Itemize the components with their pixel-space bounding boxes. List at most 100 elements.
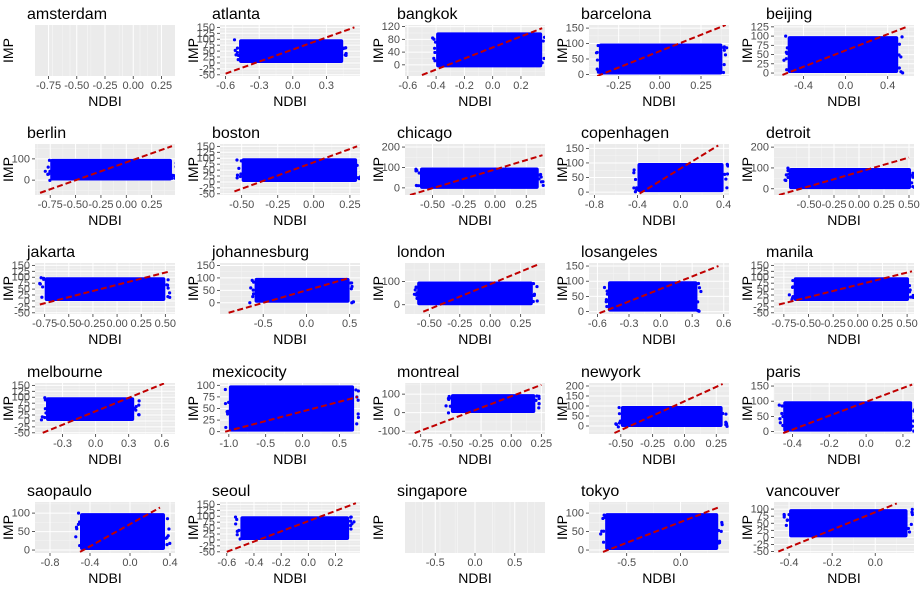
y-tick-label: 200 bbox=[566, 380, 584, 392]
facet-title: tokyo bbox=[581, 483, 619, 500]
data-point bbox=[784, 173, 789, 177]
data-point bbox=[251, 292, 255, 296]
trend-line bbox=[228, 277, 350, 315]
data-point bbox=[431, 37, 436, 41]
x-axis-label: NDBI bbox=[273, 570, 306, 586]
y-tick-label: 80 bbox=[387, 34, 399, 46]
y-tick-label: 125 bbox=[196, 147, 214, 159]
x-tick-label: -1.0 bbox=[219, 438, 238, 450]
trend-line bbox=[421, 27, 543, 76]
y-tick-label: 25 bbox=[203, 171, 215, 183]
data-point bbox=[358, 175, 360, 179]
y-tick-label: 0 bbox=[763, 183, 769, 195]
point-cloud bbox=[228, 384, 354, 432]
data-point bbox=[912, 419, 915, 423]
data-point bbox=[359, 170, 360, 173]
x-tick-label: -0.4 bbox=[81, 557, 100, 569]
data-point bbox=[632, 168, 637, 172]
x-tick-label: 0.25 bbox=[873, 199, 894, 211]
x-tick-label: -0.25 bbox=[265, 199, 290, 211]
y-tick-label: 0 bbox=[209, 534, 215, 546]
data-point bbox=[432, 50, 437, 55]
data-point bbox=[354, 387, 358, 392]
x-axis-label: NDBI bbox=[643, 93, 676, 109]
y-axis-label: IMP bbox=[370, 157, 386, 182]
y-tick-label: -25 bbox=[14, 302, 30, 314]
x-tick-label: -0.25 bbox=[822, 199, 847, 211]
x-tick-label: -0.25 bbox=[447, 318, 472, 330]
data-point bbox=[239, 172, 243, 176]
y-tick-label: 100 bbox=[12, 272, 30, 284]
data-point bbox=[43, 406, 47, 410]
x-tick-label: 0.25 bbox=[510, 318, 531, 330]
data-point bbox=[235, 173, 239, 177]
data-point bbox=[166, 286, 170, 291]
data-point bbox=[913, 407, 915, 411]
data-point bbox=[907, 526, 911, 530]
data-point bbox=[350, 301, 354, 305]
facet-saopaulo: -0.8 -0.4 0.0 0.4 0 50 100 saopaulo NDBI IMP bbox=[0, 483, 178, 586]
data-point bbox=[782, 58, 786, 62]
y-tick-label: 0 bbox=[209, 57, 215, 69]
y-axis-label: IMP bbox=[185, 38, 201, 63]
data-point bbox=[248, 301, 252, 305]
x-tick-label: 0.0 bbox=[859, 438, 874, 450]
data-point bbox=[349, 287, 353, 291]
y-tick-label: 100 bbox=[381, 276, 399, 288]
x-tick-label: -0.6 bbox=[588, 318, 607, 330]
data-point bbox=[234, 517, 239, 521]
data-point bbox=[39, 276, 43, 280]
y-axis-label: IMP bbox=[554, 396, 570, 421]
y-tick-label: 150 bbox=[196, 499, 214, 511]
data-point bbox=[137, 398, 141, 403]
y-axis-label: IMP bbox=[739, 396, 755, 421]
x-axis-label: NDBI bbox=[827, 331, 860, 347]
y-tick-label: 50 bbox=[203, 403, 215, 415]
data-point bbox=[542, 56, 545, 60]
y-tick-label: 50 bbox=[203, 285, 215, 297]
facet-title: jakarta bbox=[26, 244, 75, 261]
x-tick-label: -0.50 bbox=[797, 199, 822, 211]
x-tick-label: 0.0 bbox=[467, 557, 482, 569]
x-tick-label: 0.25 bbox=[515, 199, 536, 211]
data-point bbox=[725, 422, 729, 426]
data-point bbox=[909, 522, 914, 526]
data-point bbox=[237, 528, 241, 532]
data-point bbox=[46, 172, 50, 177]
facet-title: seoul bbox=[212, 483, 250, 500]
point-cloud bbox=[789, 168, 912, 190]
x-axis-label: NDBI bbox=[827, 570, 860, 586]
x-tick-label: -0.3 bbox=[620, 318, 639, 330]
data-point bbox=[415, 291, 419, 295]
data-point bbox=[235, 50, 239, 55]
y-tick-label: 0 bbox=[24, 415, 30, 427]
data-point bbox=[602, 540, 606, 544]
data-point bbox=[414, 285, 418, 290]
data-point bbox=[632, 186, 636, 190]
x-tick-label: 0.4 bbox=[880, 80, 895, 92]
x-tick-label: 0.2 bbox=[328, 557, 343, 569]
data-point bbox=[165, 516, 170, 521]
data-point bbox=[360, 163, 363, 166]
y-tick-label: 0 bbox=[578, 544, 584, 556]
data-point bbox=[698, 286, 702, 290]
y-tick-label: 50 bbox=[18, 284, 30, 296]
data-point bbox=[605, 298, 609, 302]
y-tick-label: 0 bbox=[578, 69, 584, 81]
data-point bbox=[535, 299, 539, 304]
data-point bbox=[356, 415, 360, 419]
x-tick-label: 0.0 bbox=[285, 80, 300, 92]
x-tick-label: -0.4 bbox=[780, 557, 799, 569]
trend-line bbox=[413, 383, 542, 434]
facet-berlin: -0.75 -0.50 -0.25 0.00 0.25 0 100 berlin NDBI IMP bbox=[0, 125, 175, 228]
data-point bbox=[786, 176, 790, 180]
data-point bbox=[787, 172, 791, 176]
data-point bbox=[170, 176, 174, 181]
x-tick-label: -0.4 bbox=[783, 438, 802, 450]
point-cloud bbox=[783, 400, 913, 432]
data-point bbox=[531, 300, 535, 304]
y-tick-label: 150 bbox=[566, 261, 584, 273]
